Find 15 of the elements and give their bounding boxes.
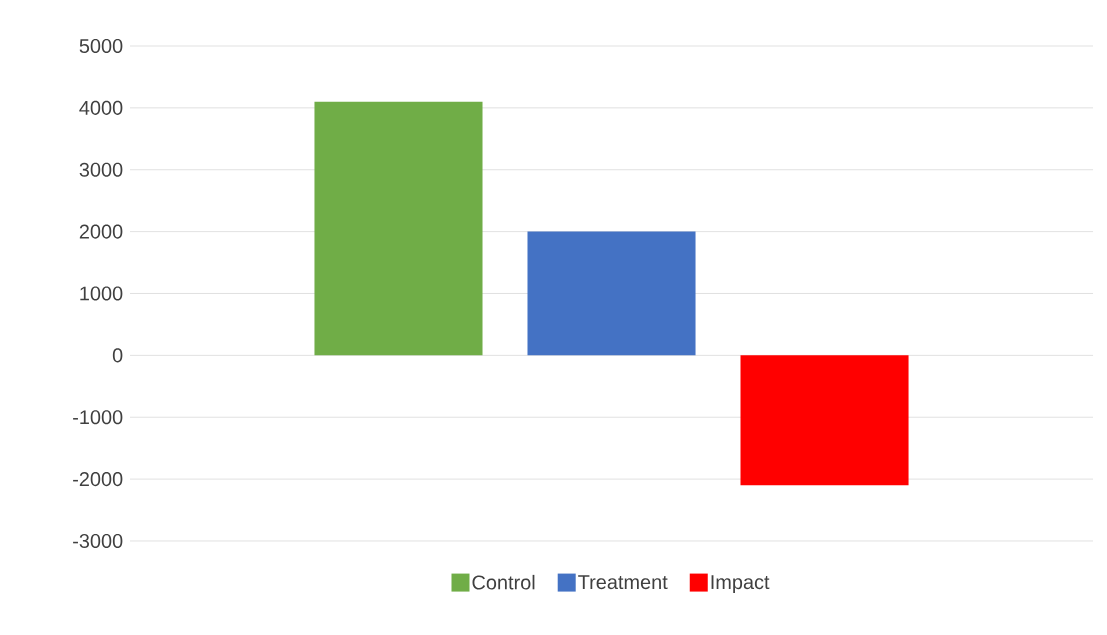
legend-label: Control [472, 574, 535, 590]
y-tick-label: 0 [112, 348, 123, 363]
bar [740, 355, 909, 486]
bar [314, 101, 483, 356]
y-tick-label: 4000 [79, 100, 123, 115]
y-tick-label: 3000 [79, 162, 123, 177]
y-tick-label: 2000 [79, 224, 123, 239]
y-tick-label: 1000 [80, 286, 123, 301]
bar [527, 231, 696, 356]
legend-label: Impact [711, 575, 770, 594]
y-tick-label: 5000 [79, 38, 123, 54]
y-tick-label: -1000 [73, 410, 123, 425]
y-tick-label: -2000 [73, 472, 123, 487]
legend-label: Treatment [578, 575, 668, 590]
y-tick-label: -3000 [73, 533, 123, 549]
